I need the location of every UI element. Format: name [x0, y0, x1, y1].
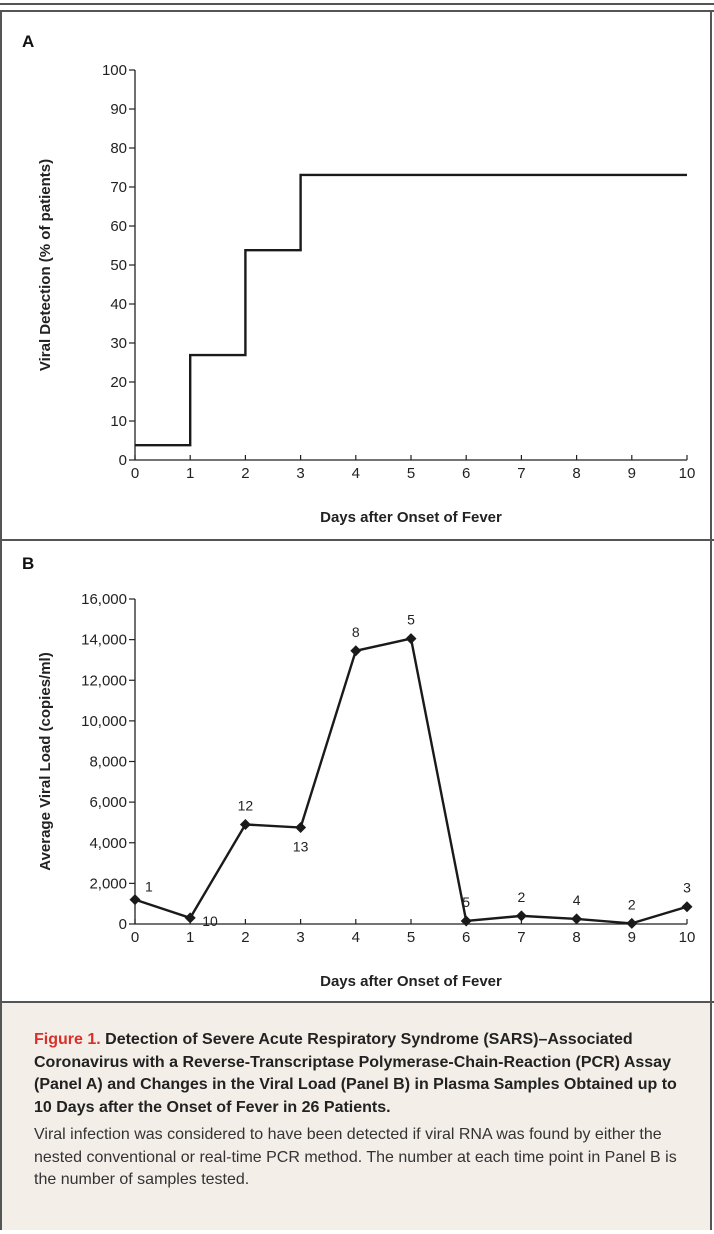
caption-divider [0, 1001, 714, 1003]
y-tick-label: 50 [110, 257, 127, 274]
data-point-marker [571, 913, 583, 925]
x-tick-label: 2 [241, 465, 249, 482]
x-tick-label: 5 [407, 465, 415, 482]
data-point-marker [239, 818, 251, 830]
data-point-marker [350, 645, 362, 657]
data-point-label: 5 [407, 612, 415, 628]
panel-divider [0, 539, 714, 541]
data-point-label: 8 [352, 624, 360, 640]
panel-a-chart: 0 10 20 30 40 50 60 70 80 90 100 0 1 2 3 4 5 6 7 8 9 10 Days a… [37, 62, 696, 526]
x-tick-label: 4 [352, 929, 360, 946]
panel-b-chart: 0 2,000 4,000 6,000 8,000 10,000 12,000 14,000 1… [37, 591, 696, 990]
y-tick-label: 90 [110, 101, 127, 118]
x-tick-label: 7 [517, 929, 525, 946]
y-tick-label: 40 [110, 296, 127, 313]
x-tick-label: 8 [572, 929, 580, 946]
y-tick-label: 10,000 [81, 713, 127, 730]
y-tick-label: 14,000 [81, 632, 127, 649]
data-point-marker [626, 917, 638, 929]
figure-caption: Figure 1. Detection of Severe Acute Resp… [2, 1003, 710, 1230]
x-tick-label: 7 [517, 465, 525, 482]
top-rule [0, 10, 714, 12]
caption-description: Viral infection was considered to have b… [34, 1126, 677, 1188]
x-tick-label: 10 [679, 465, 696, 482]
x-tick-label: 9 [628, 929, 636, 946]
x-tick-label: 2 [241, 929, 249, 946]
y-tick-label: 100 [102, 62, 127, 79]
data-point-label: 12 [238, 797, 254, 813]
y-tick-label: 20 [110, 374, 127, 391]
caption-title: Figure 1. Detection of Severe Acute Resp… [34, 1029, 684, 1119]
data-point-marker [295, 822, 307, 834]
data-point-marker [129, 894, 141, 906]
x-tick-label: 6 [462, 929, 470, 946]
data-point-label: 13 [293, 839, 309, 855]
x-tick-label: 8 [572, 465, 580, 482]
x-tick-label: 6 [462, 465, 470, 482]
y-tick-label: 10 [110, 413, 127, 430]
x-tick-label: 9 [628, 465, 636, 482]
y-tick-label: 60 [110, 218, 127, 235]
series-line [135, 173, 687, 447]
x-tick-label: 4 [352, 465, 360, 482]
x-axis-title: Days after Onset of Fever [320, 973, 502, 990]
x-tick-label: 1 [186, 929, 194, 946]
x-axis-title: Days after Onset of Fever [320, 509, 502, 526]
x-tick-label: 1 [186, 465, 194, 482]
x-tick-label: 0 [131, 465, 139, 482]
y-tick-label: 0 [119, 452, 127, 469]
y-axis-title: Average Viral Load (copies/ml) [37, 652, 54, 870]
x-tick-label: 0 [131, 929, 139, 946]
panel-a-label: A [22, 32, 35, 51]
panel-b-label: B [22, 554, 35, 573]
y-tick-label: 2,000 [89, 875, 127, 892]
data-point-label: 5 [462, 894, 470, 910]
x-tick-label: 5 [407, 929, 415, 946]
data-point-label: 1 [145, 879, 153, 895]
x-tick-label: 3 [296, 465, 304, 482]
figure-frame [0, 10, 712, 1230]
data-point-label: 10 [202, 913, 218, 929]
y-tick-label: 4,000 [89, 835, 127, 852]
y-tick-label: 16,000 [81, 591, 127, 608]
y-tick-label: 0 [119, 916, 127, 933]
data-point-label: 4 [573, 892, 581, 908]
caption-title-text: Detection of Severe Acute Respiratory Sy… [34, 1031, 677, 1116]
data-point-marker [405, 633, 417, 645]
y-tick-label: 8,000 [89, 754, 127, 771]
y-axis-title: Viral Detection (% of patients) [37, 159, 54, 371]
data-point-marker [184, 912, 196, 924]
data-point-label: 2 [518, 889, 526, 905]
top-rule [0, 3, 714, 5]
series-line [134, 637, 688, 925]
data-point-marker [515, 910, 527, 922]
data-point-marker [681, 901, 693, 913]
y-tick-label: 70 [110, 179, 127, 196]
data-point-label: 3 [683, 880, 691, 896]
data-point-label: 2 [628, 896, 636, 912]
y-tick-label: 12,000 [81, 672, 127, 689]
y-tick-label: 80 [110, 140, 127, 157]
figure-label: Figure 1. [34, 1031, 101, 1048]
y-tick-label: 6,000 [89, 794, 127, 811]
x-tick-label: 10 [679, 929, 696, 946]
y-tick-label: 30 [110, 335, 127, 352]
x-tick-label: 3 [296, 929, 304, 946]
data-point-marker [460, 915, 472, 927]
